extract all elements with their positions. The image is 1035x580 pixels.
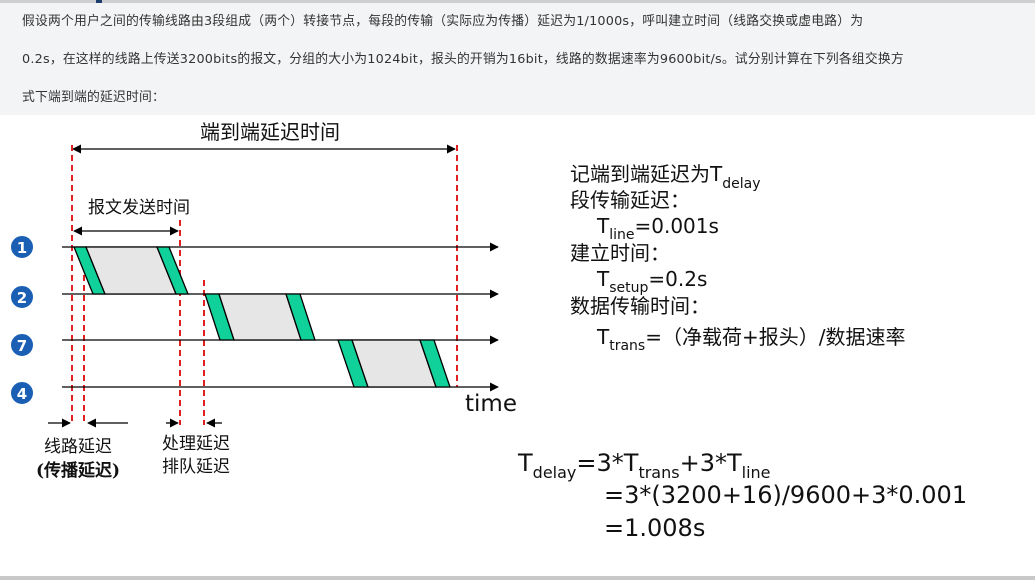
delay-formula-result: =1.008s <box>604 514 705 542</box>
propagation-delay-label: (传播延迟) <box>36 460 120 481</box>
node-badge-2: 2 <box>9 284 35 310</box>
top-accent-mark <box>96 0 102 5</box>
question-line-2: 0.2s，在这样的线路上传送3200bits的报文，分组的大小为1024bit，… <box>22 52 904 67</box>
top-border <box>0 0 1035 3</box>
transmission-time-value: Ttrans=（净载荷+报头）/数据速率 <box>596 325 905 354</box>
node-7-label: 7 <box>17 337 27 355</box>
node-badge-7: 7 <box>9 332 35 358</box>
line-delay-title: 段传输延迟： <box>570 188 690 212</box>
question-line-1: 假设两个用户之间的传输线路由3段组成（两个）转接节点，每段的传输（实际应为传播）… <box>22 14 864 29</box>
segment-3-tail-block <box>419 339 451 388</box>
bottom-border <box>0 576 1035 580</box>
node-2-label: 2 <box>17 289 27 307</box>
processing-delay-label: 处理延迟 <box>162 434 230 454</box>
node-4-label: 4 <box>17 385 27 403</box>
line-delay-value: Tline=0.001s <box>596 214 719 243</box>
delay-definition: 记端到端延迟为Tdelay <box>570 162 760 192</box>
queuing-delay-label: 排队延迟 <box>162 457 230 477</box>
setup-time-value: Tsetup=0.2s <box>596 267 707 296</box>
segment-1-tail-block <box>156 246 189 295</box>
delay-formula-substituted: =3*(3200+16)/9600+3*0.001 <box>604 481 967 509</box>
question-panel: 假设两个用户之间的传输线路由3段组成（两个）转接节点，每段的传输（实际应为传播）… <box>0 3 1035 115</box>
message-send-label: 报文发送时间 <box>88 198 190 218</box>
node-badge-1: 1 <box>9 234 35 260</box>
transmission-time-title: 数据传输时间： <box>570 294 710 318</box>
segment-2-tail-block <box>285 293 316 341</box>
node-badge-4: 4 <box>9 380 35 406</box>
line-delay-label: 线路延迟 <box>44 437 112 457</box>
time-axis-label: time <box>465 391 517 417</box>
setup-time-title: 建立时间： <box>570 241 670 265</box>
timing-diagram-svg: 端到端延迟时间 报文发送时间 1 <box>9 120 967 542</box>
question-line-3: 式下端到端的延迟时间： <box>22 90 165 105</box>
node-1-label: 1 <box>17 239 27 257</box>
timing-diagram: 端到端延迟时间 报文发送时间 1 <box>0 115 1035 580</box>
delay-formula: Tdelay=3*Ttrans+3*Tline <box>517 449 771 482</box>
end-to-end-label: 端到端延迟时间 <box>200 120 340 144</box>
